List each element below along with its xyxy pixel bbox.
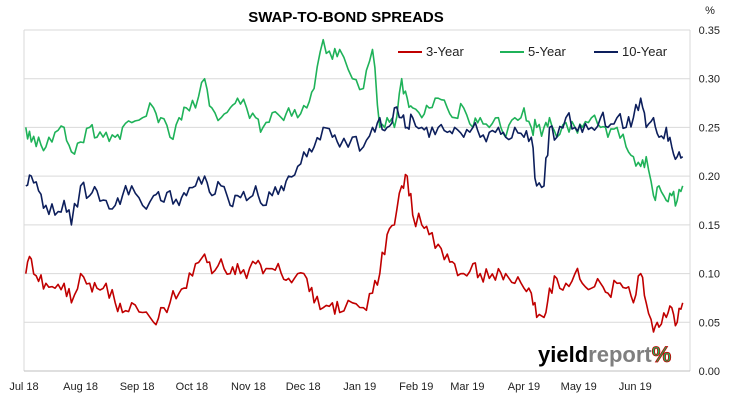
logo-percent-symbol: %: [652, 342, 672, 367]
x-tick-label: Oct 18: [176, 381, 208, 393]
series-line-3-year: [25, 173, 684, 333]
y-tick-label: 0.10: [699, 269, 720, 281]
legend: 3-Year 5-Year 10-Year: [398, 44, 668, 59]
x-tick-label: Sep 18: [120, 381, 155, 393]
series-line-5-year: [25, 38, 684, 207]
y-tick-label: 0.35: [699, 25, 720, 37]
yieldreport-logo-text: yieldreport%: [538, 342, 671, 367]
y-tick-label: 0.30: [699, 74, 720, 86]
x-tick-label: Feb 19: [399, 381, 433, 393]
y-tick-label: 0.05: [699, 317, 720, 329]
x-tick-label: Jun 19: [619, 381, 652, 393]
x-tick-label: Apr 19: [508, 381, 540, 393]
x-tick-label: Jul 18: [9, 381, 38, 393]
legend-label: 5-Year: [528, 44, 566, 59]
y-tick-label: 0.25: [699, 122, 720, 134]
x-tick-label: Mar 19: [450, 381, 484, 393]
chart-title: SWAP-TO-BOND SPREADS: [248, 9, 444, 26]
y-tick-label: 0.00: [699, 366, 720, 378]
logo-part-report: report: [588, 342, 652, 367]
legend-label: 3-Year: [426, 44, 464, 59]
x-tick-label: Aug 18: [63, 381, 98, 393]
grid-layer: [23, 29, 691, 372]
series-line-10-year: [25, 97, 684, 226]
x-tick-label: Dec 18: [286, 381, 321, 393]
x-tick-label: Nov 18: [231, 381, 266, 393]
y-tick-label: 0.15: [699, 220, 720, 232]
yieldreport-logo: yieldreport%: [538, 342, 672, 368]
y-axis-unit: %: [705, 5, 715, 17]
legend-label: 10-Year: [622, 44, 668, 59]
series-layer: [25, 38, 684, 333]
x-tick-label: Jan 19: [343, 381, 376, 393]
logo-part-yield: yield: [538, 342, 588, 367]
x-tick-label: May 19: [561, 381, 597, 393]
axis-layer: 0.00 0.05 0.10 0.15 0.20 0.25 0.30 0.35 Jul 18 Au…: [9, 25, 720, 393]
y-tick-label: 0.20: [699, 171, 720, 183]
